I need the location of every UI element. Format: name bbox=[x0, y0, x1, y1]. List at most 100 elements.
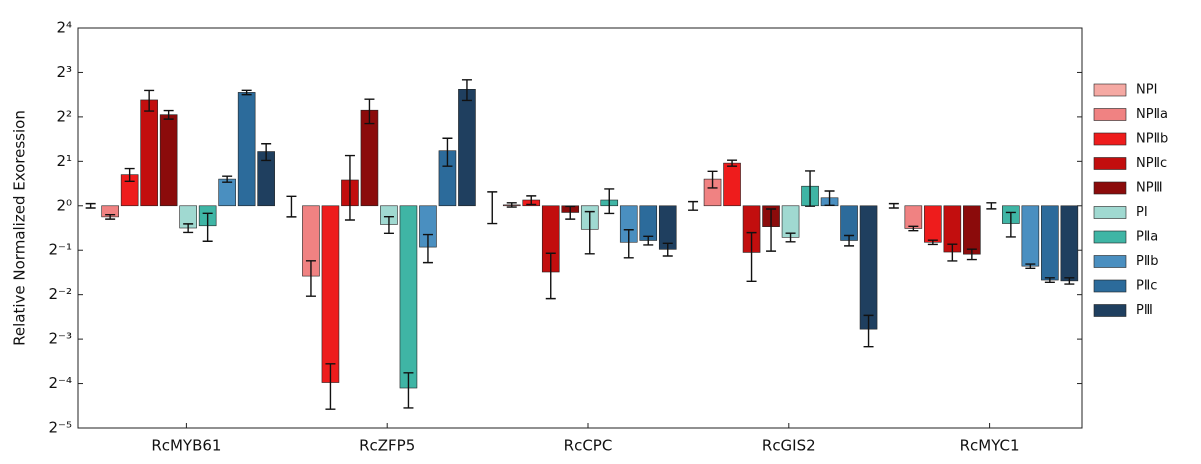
error-bar bbox=[688, 200, 699, 211]
error-bar bbox=[422, 233, 433, 264]
error-bar bbox=[286, 195, 297, 218]
error-bar bbox=[383, 216, 394, 235]
bar bbox=[237, 92, 256, 207]
error-bar bbox=[805, 170, 816, 207]
y-tick-label: 2⁰ bbox=[56, 196, 72, 214]
error-bar bbox=[403, 372, 414, 409]
legend-label: PⅡc bbox=[1136, 279, 1157, 294]
y-tick-label: 2⁻¹ bbox=[49, 241, 72, 259]
bar bbox=[1041, 205, 1059, 281]
error-bar bbox=[604, 188, 615, 215]
x-tick-label: RcMYB61 bbox=[151, 437, 221, 455]
x-tick-label: RcGIS2 bbox=[762, 437, 816, 455]
bar bbox=[1060, 205, 1079, 282]
x-tick-label: RcZFP5 bbox=[359, 437, 415, 455]
y-tick-label: 2³ bbox=[56, 63, 72, 81]
error-bar bbox=[824, 190, 835, 207]
error-bar bbox=[1064, 277, 1075, 285]
error-bar bbox=[986, 202, 997, 210]
error-bar bbox=[105, 214, 116, 220]
y-tick-label: 2⁻⁵ bbox=[49, 419, 72, 437]
error-bar bbox=[85, 202, 96, 209]
legend-swatch bbox=[1093, 255, 1127, 268]
y-tick-label: 2⁻³ bbox=[49, 330, 72, 348]
x-tick-label: RcMYC1 bbox=[960, 437, 1020, 455]
error-bar bbox=[766, 208, 777, 252]
legend-swatch bbox=[1093, 108, 1127, 121]
error-bar bbox=[442, 137, 453, 167]
y-tick-label: 2² bbox=[56, 107, 72, 125]
legend-swatch bbox=[1093, 83, 1127, 97]
error-bar bbox=[202, 212, 213, 242]
error-bar bbox=[707, 170, 718, 189]
bar bbox=[723, 162, 741, 207]
bar bbox=[399, 205, 418, 389]
error-bar bbox=[526, 195, 537, 206]
error-bar bbox=[844, 234, 855, 247]
legend-swatch bbox=[1093, 157, 1127, 170]
error-bar bbox=[643, 235, 654, 246]
legend-swatch bbox=[1093, 230, 1127, 244]
error-bar bbox=[545, 252, 556, 300]
legend-label: PⅡa bbox=[1136, 230, 1158, 245]
y-tick-label: 2⁻² bbox=[49, 285, 72, 303]
error-bar bbox=[1025, 263, 1036, 270]
error-bar bbox=[927, 239, 938, 246]
bar bbox=[360, 109, 379, 207]
bar bbox=[639, 205, 658, 241]
error-bar bbox=[183, 223, 194, 234]
bar bbox=[963, 205, 981, 255]
legend-label: PⅡb bbox=[1136, 254, 1159, 269]
bar bbox=[924, 205, 942, 243]
error-bar bbox=[1044, 277, 1055, 284]
error-bar bbox=[565, 205, 576, 220]
legend-label: NPⅠ bbox=[1136, 83, 1157, 98]
error-bar bbox=[662, 242, 673, 257]
error-bar bbox=[727, 159, 738, 167]
error-bar bbox=[364, 98, 375, 125]
legend-label: PⅢ bbox=[1136, 303, 1153, 318]
error-bar bbox=[261, 143, 272, 162]
legend-swatch bbox=[1093, 279, 1127, 293]
y-tick-label: 2⁴ bbox=[56, 19, 72, 37]
bar bbox=[218, 178, 236, 207]
error-bar bbox=[144, 89, 155, 112]
error-bar bbox=[1005, 211, 1016, 238]
y-tick-label: 2¹ bbox=[56, 152, 72, 170]
bar bbox=[321, 205, 340, 383]
error-bar bbox=[584, 210, 595, 255]
bar bbox=[140, 99, 158, 207]
legend-swatch bbox=[1093, 304, 1127, 317]
legend-swatch bbox=[1093, 181, 1127, 195]
error-bar bbox=[746, 231, 757, 282]
y-axis-title: Relative Normalized Exoression bbox=[11, 110, 29, 346]
legend-label: NPⅡc bbox=[1136, 156, 1167, 171]
error-bar bbox=[966, 248, 977, 261]
error-bar bbox=[863, 314, 874, 348]
error-bar bbox=[124, 167, 135, 183]
error-bar bbox=[947, 243, 958, 262]
error-bar bbox=[344, 154, 355, 221]
error-bar bbox=[325, 363, 336, 410]
legend-label: NPⅡb bbox=[1136, 132, 1168, 147]
legend-label: NPⅢ bbox=[1136, 181, 1163, 196]
bar bbox=[1021, 205, 1040, 267]
x-tick-label: RcCPC bbox=[564, 437, 613, 455]
error-bar bbox=[506, 202, 517, 208]
error-bar bbox=[241, 89, 252, 96]
bar bbox=[904, 205, 923, 229]
error-bar bbox=[163, 109, 174, 120]
plot-frame bbox=[77, 27, 1083, 429]
legend-swatch bbox=[1093, 206, 1127, 219]
legend-swatch bbox=[1093, 132, 1127, 146]
legend-label: PⅠ bbox=[1136, 205, 1148, 220]
error-bar bbox=[461, 79, 472, 102]
error-bar bbox=[487, 191, 498, 225]
y-tick-label: 2⁻⁴ bbox=[49, 374, 72, 392]
bar bbox=[859, 205, 878, 330]
legend-label: NPⅡa bbox=[1136, 107, 1168, 122]
error-bar bbox=[908, 225, 919, 232]
error-bar bbox=[623, 229, 634, 259]
error-bar bbox=[785, 232, 796, 243]
